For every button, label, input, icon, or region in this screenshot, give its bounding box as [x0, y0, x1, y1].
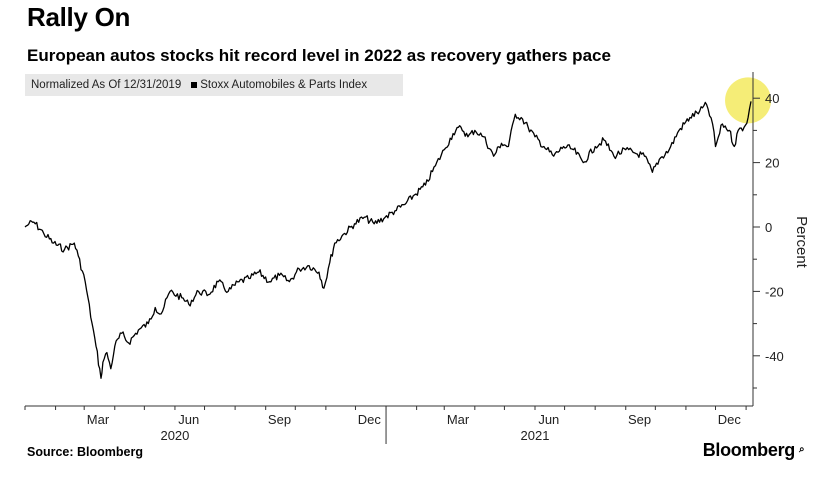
y-axis-label: Percent	[793, 216, 810, 269]
x-tick-label: Dec	[358, 412, 382, 427]
y-tick-label: 0	[765, 220, 772, 235]
x-tick-label: Dec	[718, 412, 742, 427]
y-tick-label: 40	[765, 91, 779, 106]
series-line	[24, 101, 752, 379]
x-tick-label: Sep	[268, 412, 291, 427]
x-tick-label: Sep	[628, 412, 651, 427]
legend-series-label: Stoxx Automobiles & Parts Index	[200, 79, 368, 91]
x-tick-label: Jun	[538, 412, 559, 427]
chart-subtitle: European autos stocks hit record level i…	[27, 46, 611, 65]
legend-bar: Normalized As Of 12/31/2019 Stoxx Automo…	[25, 74, 403, 96]
chart-title: Rally On	[27, 2, 131, 32]
brand-mark-icon: ⌕	[799, 444, 805, 455]
year-label: 2020	[160, 428, 189, 443]
brand-logo: Bloomberg	[702, 440, 796, 460]
legend-swatch	[191, 82, 198, 88]
legend-normalized-label: Normalized As Of 12/31/2019	[31, 79, 182, 91]
x-tick-label: Mar	[447, 412, 470, 427]
source-note: Source: Bloomberg	[27, 445, 143, 459]
x-tick-label: Jun	[178, 412, 199, 427]
y-tick-label: -20	[765, 284, 784, 299]
y-tick-label: 20	[765, 156, 779, 171]
highlight-circle	[725, 77, 772, 124]
year-label: 2021	[521, 428, 550, 443]
y-tick-label: -40	[765, 349, 784, 364]
x-tick-label: Mar	[87, 412, 110, 427]
